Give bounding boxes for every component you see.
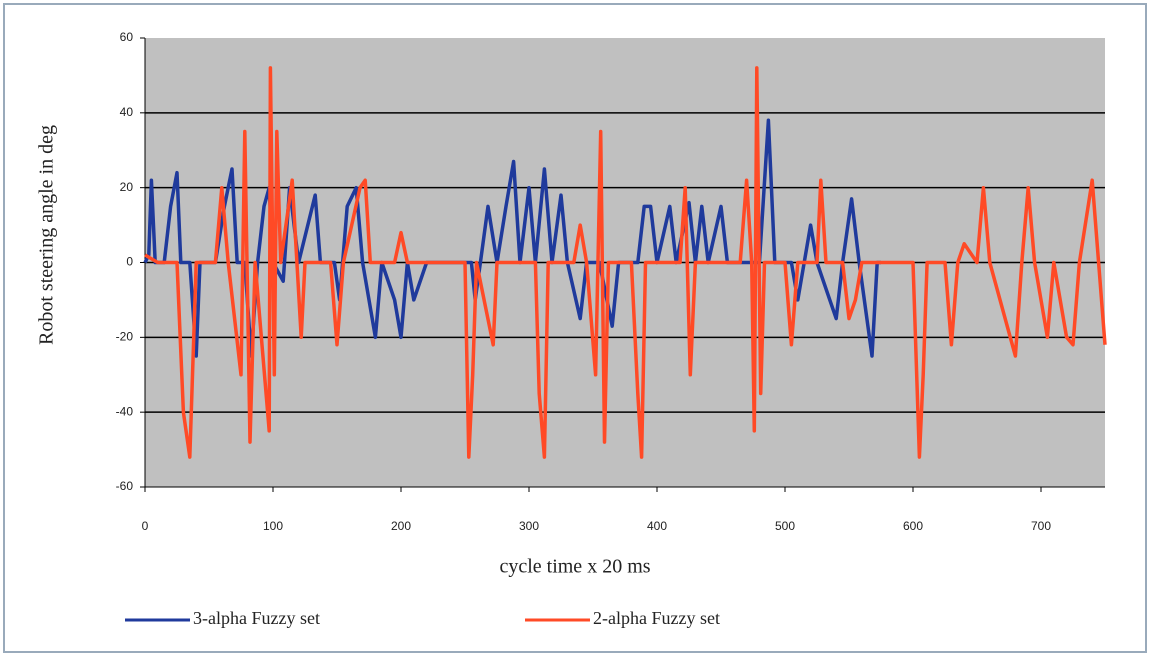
- y-tick-label: -60: [116, 479, 134, 493]
- x-tick-label: 200: [391, 519, 411, 533]
- x-tick-label: 100: [263, 519, 283, 533]
- series-line: [144, 66, 1107, 459]
- y-tick-label: 60: [120, 30, 134, 44]
- x-tick-label: 300: [519, 519, 539, 533]
- x-tick-label: 700: [1031, 519, 1051, 533]
- y-tick-label: 0: [126, 255, 133, 269]
- y-tick-label: 20: [120, 180, 134, 194]
- y-tick-label: -20: [116, 330, 134, 344]
- x-axis-title: cycle time x 20 ms: [499, 556, 650, 578]
- legend-label: 2-alpha Fuzzy set: [593, 608, 720, 628]
- series-line: [143, 118, 881, 358]
- y-tick-label: 40: [120, 105, 134, 119]
- x-tick-label: 500: [775, 519, 795, 533]
- y-tick-label: -40: [116, 404, 134, 418]
- x-tick-label: 0: [142, 519, 149, 533]
- x-tick-label: 600: [903, 519, 923, 533]
- y-axis-title: Robot steering angle in deg: [36, 125, 58, 345]
- x-tick-label: 400: [647, 519, 667, 533]
- legend-label: 3-alpha Fuzzy set: [193, 608, 320, 628]
